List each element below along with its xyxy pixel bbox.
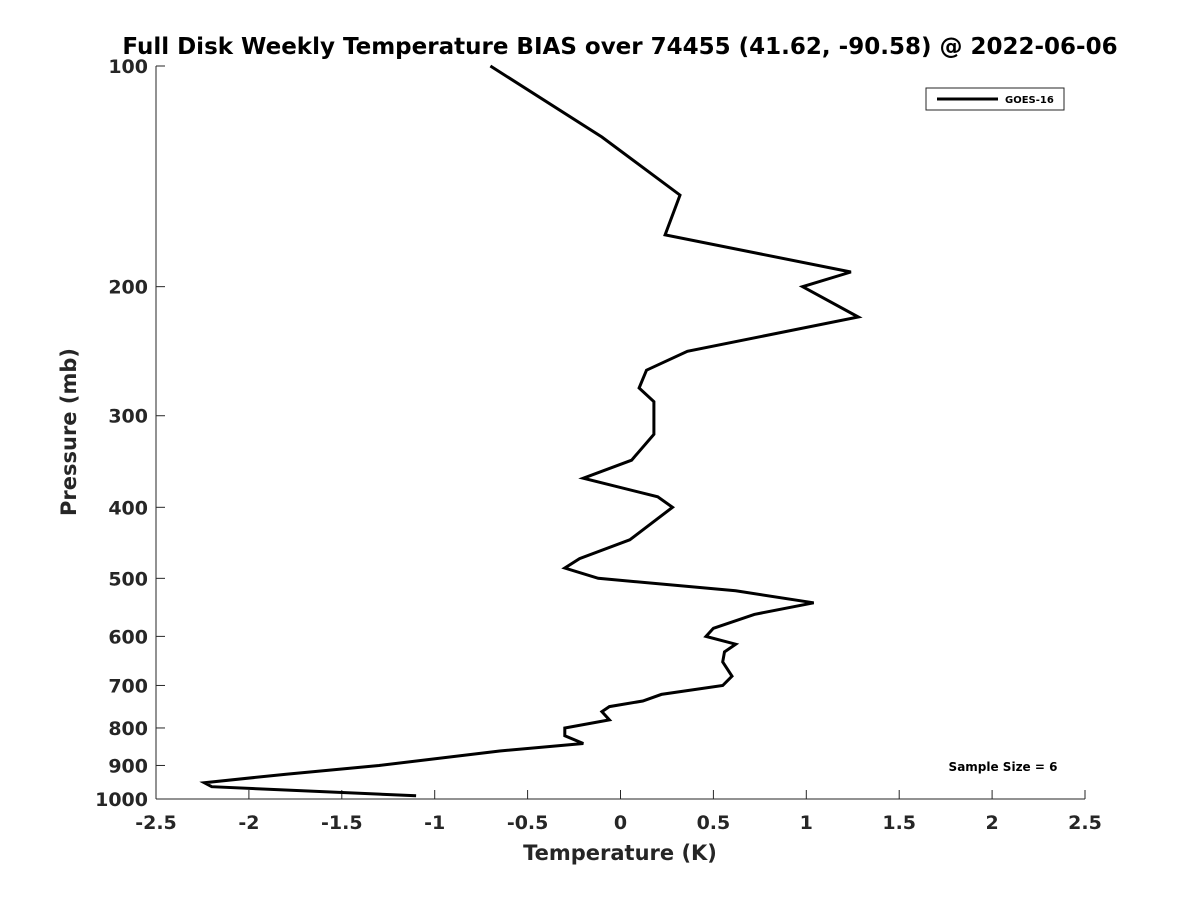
x-tick-label: -2.5: [135, 812, 177, 834]
y-tick-label: 1000: [95, 789, 148, 811]
series: [199, 64, 863, 798]
y-tick-label: 800: [108, 718, 148, 740]
y-tick-label: 500: [108, 568, 148, 590]
x-tick-label: -1: [424, 812, 445, 834]
chart-title: Full Disk Weekly Temperature BIAS over 7…: [122, 34, 1117, 60]
sample-size-annotation: Sample Size = 6: [949, 760, 1058, 774]
x-ticks: -2.5 -2 -1.5 -1 -0.5 0 0.5 1 1.5 2 2.5: [135, 790, 1102, 834]
x-tick-label: 1.5: [882, 812, 916, 834]
x-tick-label: 0: [614, 812, 627, 834]
y-tick-label: 400: [108, 497, 148, 519]
y-tick-label: 600: [108, 626, 148, 648]
y-tick-label: 900: [108, 755, 148, 777]
x-tick-label: 1: [800, 812, 813, 834]
x-tick-label: 2: [985, 812, 998, 834]
series-line-goes-16: [199, 64, 863, 798]
y-tick-label: 700: [108, 675, 148, 697]
y-ticks: 100 200 300 400 500 600 700 800 900 1000: [95, 56, 165, 811]
x-tick-label: 0.5: [697, 812, 731, 834]
x-axis-label: Temperature (K): [523, 841, 717, 865]
legend-label-goes-16: GOES-16: [1005, 95, 1054, 106]
y-axis-label: Pressure (mb): [57, 348, 81, 516]
y-tick-label: 200: [108, 277, 148, 299]
y-tick-label: 100: [108, 56, 148, 78]
y-tick-label: 300: [108, 406, 148, 428]
x-tick-label: 2.5: [1068, 812, 1102, 834]
x-tick-label: -1.5: [321, 812, 363, 834]
x-tick-label: -0.5: [507, 812, 549, 834]
x-tick-label: -2: [238, 812, 259, 834]
legend: GOES-16: [925, 87, 1065, 111]
